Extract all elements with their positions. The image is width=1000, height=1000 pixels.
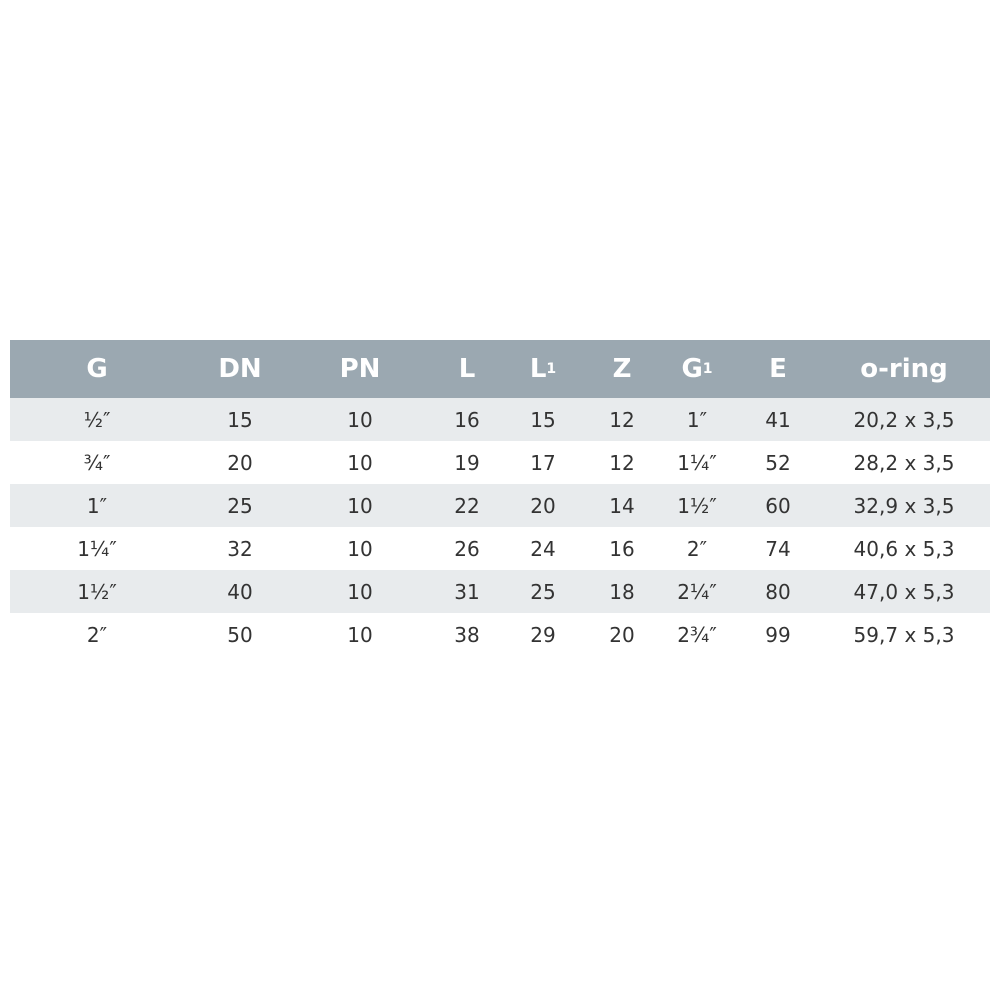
table-cell: 1″ <box>86 493 108 518</box>
table-cell: 24 <box>530 536 556 561</box>
header-subscript: 1 <box>546 361 557 377</box>
table-row: 1″ 25 10 22 20 14 1½″ 60 32,9 x 3,5 <box>10 484 990 527</box>
table-cell: 1¼″ <box>77 536 117 561</box>
table-cell: 2¼″ <box>677 579 717 604</box>
table-cell: 26 <box>454 536 480 561</box>
table-cell: 12 <box>609 450 635 475</box>
table-cell: 19 <box>454 450 480 475</box>
header-label: DN <box>218 354 262 384</box>
table-cell: 14 <box>609 493 635 518</box>
table-row: ½″ 15 10 16 15 12 1″ 41 20,2 x 3,5 <box>10 398 990 441</box>
table-cell: 2″ <box>86 622 108 647</box>
table-cell: 1″ <box>686 407 708 432</box>
table-cell: 20 <box>609 622 635 647</box>
table-cell: 16 <box>609 536 635 561</box>
header-label: G <box>86 354 108 384</box>
table-cell: 80 <box>765 579 791 604</box>
table-cell: 20 <box>530 493 556 518</box>
table-cell: 10 <box>347 536 373 561</box>
table-cell: 32 <box>227 536 253 561</box>
table-cell: 15 <box>530 407 556 432</box>
table-cell: 38 <box>454 622 480 647</box>
header-label: L <box>458 354 476 384</box>
table-cell: 10 <box>347 493 373 518</box>
table-row: 2″ 50 10 38 29 20 2¾″ 99 59,7 x 5,3 <box>10 613 990 656</box>
table-cell: 59,7 x 5,3 <box>853 622 955 647</box>
table-cell: 22 <box>454 493 480 518</box>
table-cell: 40 <box>227 579 253 604</box>
column-header: L <box>459 340 476 398</box>
table-cell: 1¼″ <box>677 450 717 475</box>
table-cell: 2″ <box>686 536 708 561</box>
table-cell: 20,2 x 3,5 <box>853 407 955 432</box>
header-label: o-ring <box>860 354 948 384</box>
column-header: E <box>769 340 787 398</box>
table-cell: 47,0 x 5,3 <box>853 579 955 604</box>
column-header: Z <box>613 340 632 398</box>
column-header: G <box>86 340 107 398</box>
table-cell: 25 <box>227 493 253 518</box>
table-cell: 31 <box>454 579 480 604</box>
table-cell: ½″ <box>83 407 111 432</box>
table-cell: 20 <box>227 450 253 475</box>
header-label: G <box>681 354 703 384</box>
header-label: E <box>769 354 787 384</box>
table-cell: 99 <box>765 622 791 647</box>
table-cell: 1½″ <box>77 579 117 604</box>
table-cell: 10 <box>347 407 373 432</box>
table-cell: 2¾″ <box>677 622 717 647</box>
column-header: DN <box>218 340 261 398</box>
table-cell: 50 <box>227 622 253 647</box>
table-cell: ¾″ <box>83 450 111 475</box>
table-cell: 40,6 x 5,3 <box>853 536 955 561</box>
table-cell: 32,9 x 3,5 <box>853 493 955 518</box>
table-cell: 18 <box>609 579 635 604</box>
column-header: o-ring <box>860 340 948 398</box>
table-cell: 41 <box>765 407 791 432</box>
table-cell: 10 <box>347 579 373 604</box>
table-row: 1½″ 40 10 31 25 18 2¼″ 80 47,0 x 5,3 <box>10 570 990 613</box>
table-cell: 17 <box>530 450 556 475</box>
table-cell: 74 <box>765 536 791 561</box>
table-cell: 12 <box>609 407 635 432</box>
table-cell: 1½″ <box>677 493 717 518</box>
header-label: PN <box>339 354 381 384</box>
table-cell: 16 <box>454 407 480 432</box>
header-label: Z <box>612 354 632 384</box>
table-cell: 15 <box>227 407 253 432</box>
header-subscript: 1 <box>702 361 713 377</box>
table-cell: 29 <box>530 622 556 647</box>
table-row: ¾″ 20 10 19 17 12 1¼″ 52 28,2 x 3,5 <box>10 441 990 484</box>
table-cell: 10 <box>347 622 373 647</box>
table-row: 1¼″ 32 10 26 24 16 2″ 74 40,6 x 5,3 <box>10 527 990 570</box>
table-cell: 60 <box>765 493 791 518</box>
header-label: L <box>529 354 547 384</box>
table-cell: 28,2 x 3,5 <box>853 450 955 475</box>
table-cell: 25 <box>530 579 556 604</box>
table-cell: 52 <box>765 450 791 475</box>
column-header: PN <box>340 340 381 398</box>
table-cell: 10 <box>347 450 373 475</box>
